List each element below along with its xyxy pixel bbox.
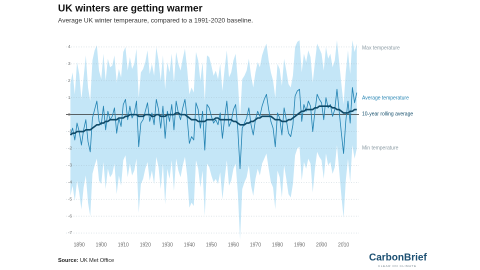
brand-tagline: CLEAR ON CLIMATE [378, 264, 417, 268]
series-label: Min temperature [362, 145, 399, 151]
y-tick-label: 2 [68, 78, 71, 83]
y-tick-label: 0 [68, 112, 71, 117]
source-text: Source: UK Met Office [58, 258, 114, 264]
temperature-band [70, 40, 357, 119]
y-tick-label: -2 [68, 146, 72, 151]
plot-area: 4 3 2 1 0 -1 -2 -3 -4 -5 -6 -7 1890 1900 1910 1920 1930 1… [66, 40, 413, 248]
y-tick-label: -5 [68, 196, 72, 201]
y-tick-label: 4 [68, 44, 71, 49]
x-tick-label: 1900 [96, 242, 107, 248]
series-label: Average temperature [362, 95, 409, 101]
x-tick-label: 1980 [272, 242, 283, 248]
source: UK Met Office [80, 258, 114, 264]
x-tick-label: 1950 [206, 242, 217, 248]
temperature-band [70, 114, 357, 240]
source-label: Source: [58, 258, 79, 264]
x-tick-label: 1920 [140, 242, 151, 248]
y-tick-label: -4 [68, 179, 72, 184]
chart-subtitle: Average UK winter temperaure, compared t… [58, 18, 253, 25]
brand-logo: CarbonBrief [369, 253, 427, 264]
y-tick-label: -7 [68, 230, 72, 235]
x-tick-label: 1960 [228, 242, 239, 248]
y-tick-label: 3 [68, 61, 71, 66]
series-label: Max temperature [362, 45, 400, 51]
x-tick-label: 1990 [294, 242, 305, 248]
y-tick-label: -6 [68, 213, 72, 218]
x-tick-label: 1930 [162, 242, 173, 248]
temperature-line [70, 87, 358, 170]
x-tick-label: 2000 [316, 242, 327, 248]
y-tick-label: -3 [68, 163, 72, 168]
chart-title: UK winters are getting warmer [58, 4, 203, 15]
series-label: 10-year rolling average [362, 111, 413, 117]
x-tick-label: 1890 [74, 242, 85, 248]
x-tick-label: 1910 [118, 242, 129, 248]
x-tick-label: 2010 [338, 242, 349, 248]
x-tick-label: 1970 [250, 242, 261, 248]
temperature-line [69, 105, 357, 136]
y-tick-label: -1 [68, 129, 72, 134]
x-tick-label: 1940 [184, 242, 195, 248]
y-tick-label: 1 [68, 95, 71, 100]
